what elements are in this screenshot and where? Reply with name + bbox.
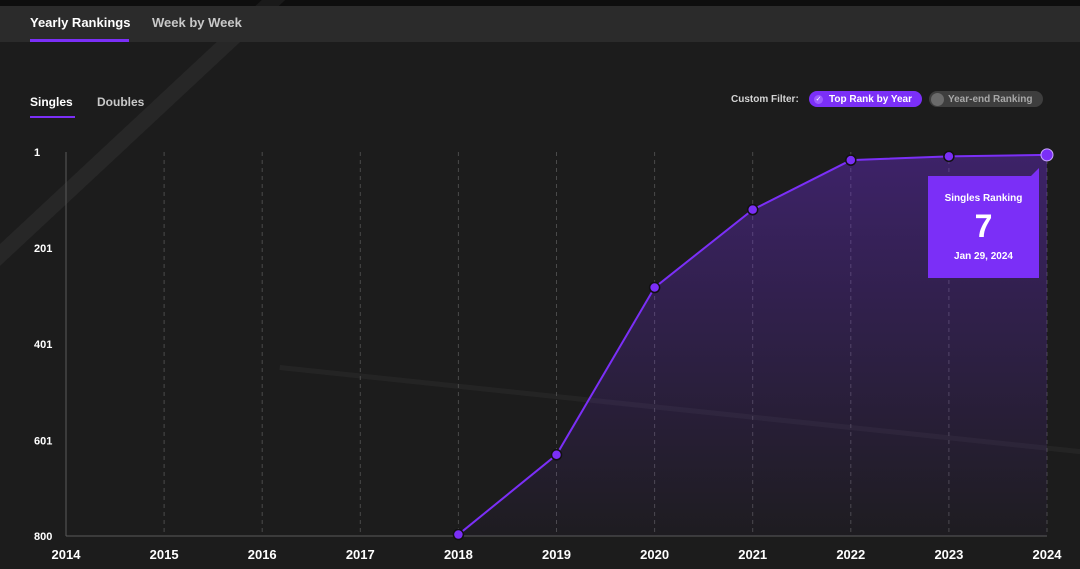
x-tick-label: 2024 — [1033, 547, 1063, 562]
data-point[interactable] — [845, 154, 857, 166]
x-tick-label: 2016 — [248, 547, 277, 562]
data-point[interactable] — [550, 449, 563, 461]
tab-week-by-week[interactable]: Week by Week — [152, 15, 242, 30]
data-point[interactable] — [746, 203, 759, 216]
top-strip — [0, 0, 1080, 6]
filter-chip-year-end-ranking[interactable]: Year-end Ranking — [929, 91, 1043, 107]
x-tick-label: 2023 — [934, 547, 963, 562]
x-tick-label: 2014 — [52, 547, 82, 562]
y-tick-label: 201 — [34, 243, 52, 255]
main-tab-bar: Yearly Rankings Week by Week — [0, 6, 1080, 42]
filter-chip-top-rank-by-year[interactable]: ✓ Top Rank by Year — [809, 91, 922, 107]
subtab-singles[interactable]: Singles — [30, 95, 73, 109]
tooltip-label: Singles Ranking — [944, 193, 1023, 204]
tooltip-value: 7 — [974, 208, 993, 244]
x-tick-label: 2020 — [640, 547, 669, 562]
data-point[interactable] — [648, 281, 661, 294]
ranking-tooltip: Singles Ranking 7 Jan 29, 2024 — [928, 168, 1039, 278]
data-point[interactable] — [943, 150, 955, 163]
y-tick-label: 800 — [34, 531, 52, 543]
subtab-doubles[interactable]: Doubles — [97, 95, 145, 109]
x-tick-label: 2021 — [738, 547, 767, 562]
active-tab-indicator — [30, 39, 129, 42]
tab-yearly-rankings[interactable]: Yearly Rankings — [30, 15, 131, 30]
check-icon: ✓ — [814, 94, 823, 104]
toggle-knob-icon — [931, 92, 944, 106]
x-tick-label: 2017 — [346, 547, 375, 562]
y-tick-label: 401 — [34, 339, 52, 351]
filter-chip-label: Year-end Ranking — [948, 93, 1033, 105]
y-tick-label: 601 — [34, 435, 52, 447]
x-tick-label: 2022 — [836, 547, 865, 562]
data-point[interactable] — [1040, 148, 1054, 162]
y-tick-label: 1 — [34, 147, 40, 159]
filter-chip-label: Top Rank by Year — [829, 93, 912, 105]
x-tick-label: 2019 — [542, 547, 571, 562]
x-tick-label: 2018 — [444, 547, 473, 562]
ranking-area — [458, 154, 1047, 536]
tooltip-date: Jan 29, 2024 — [954, 251, 1013, 262]
active-subtab-indicator — [30, 116, 75, 118]
x-tick-label: 2015 — [150, 547, 179, 562]
tooltip-pointer — [1031, 168, 1039, 176]
custom-filter-label: Custom Filter: — [731, 94, 799, 105]
data-point[interactable] — [452, 528, 465, 541]
